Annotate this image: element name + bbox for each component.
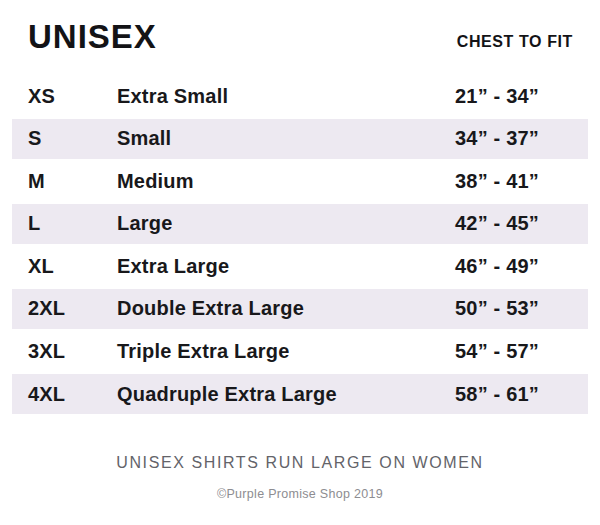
table-row: L Large 42” - 45”	[12, 204, 588, 244]
table-row: 2XL Double Extra Large 50” - 53”	[12, 289, 588, 329]
chest-range: 34” - 37”	[455, 127, 588, 150]
table-row: XL Extra Large 46” - 49”	[12, 246, 588, 286]
size-chart-page: UNISEX CHEST TO FIT XS Extra Small 21” -…	[0, 0, 600, 525]
size-code: XL	[12, 255, 117, 278]
chest-range: 54” - 57”	[455, 340, 588, 363]
table-row: M Medium 38” - 41”	[12, 161, 588, 201]
table-row: 4XL Quadruple Extra Large 58” - 61”	[12, 374, 588, 414]
table-row: S Small 34” - 37”	[12, 119, 588, 159]
size-code: 4XL	[12, 383, 117, 406]
page-title: UNISEX	[28, 20, 157, 53]
size-name: Extra Small	[117, 85, 455, 108]
size-name: Extra Large	[117, 255, 455, 278]
size-code: M	[12, 170, 117, 193]
chest-range: 50” - 53”	[455, 297, 588, 320]
footer-note: UNISEX SHIRTS RUN LARGE ON WOMEN	[0, 454, 600, 472]
table-row: XS Extra Small 21” - 34”	[12, 76, 588, 116]
size-code: 3XL	[12, 340, 117, 363]
size-name: Large	[117, 212, 455, 235]
size-code: 2XL	[12, 297, 117, 320]
chest-range: 21” - 34”	[455, 85, 588, 108]
size-code: S	[12, 127, 117, 150]
size-name: Double Extra Large	[117, 297, 455, 320]
size-name: Quadruple Extra Large	[117, 383, 455, 406]
chest-to-fit-label: CHEST TO FIT	[457, 33, 573, 53]
chest-range: 38” - 41”	[455, 170, 588, 193]
size-table: XS Extra Small 21” - 34” S Small 34” - 3…	[12, 76, 588, 414]
chest-range: 58” - 61”	[455, 383, 588, 406]
size-name: Triple Extra Large	[117, 340, 455, 363]
copyright: ©Purple Promise Shop 2019	[0, 487, 600, 501]
size-name: Medium	[117, 170, 455, 193]
chest-range: 46” - 49”	[455, 255, 588, 278]
chart-header: UNISEX CHEST TO FIT	[0, 0, 600, 53]
chest-range: 42” - 45”	[455, 212, 588, 235]
size-code: L	[12, 212, 117, 235]
size-code: XS	[12, 85, 117, 108]
table-row: 3XL Triple Extra Large 54” - 57”	[12, 332, 588, 372]
size-name: Small	[117, 127, 455, 150]
